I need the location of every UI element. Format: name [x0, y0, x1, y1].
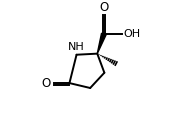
- Text: O: O: [42, 77, 51, 90]
- Text: O: O: [99, 1, 108, 14]
- Polygon shape: [97, 33, 106, 54]
- Text: OH: OH: [124, 29, 141, 39]
- Text: NH: NH: [68, 42, 84, 52]
